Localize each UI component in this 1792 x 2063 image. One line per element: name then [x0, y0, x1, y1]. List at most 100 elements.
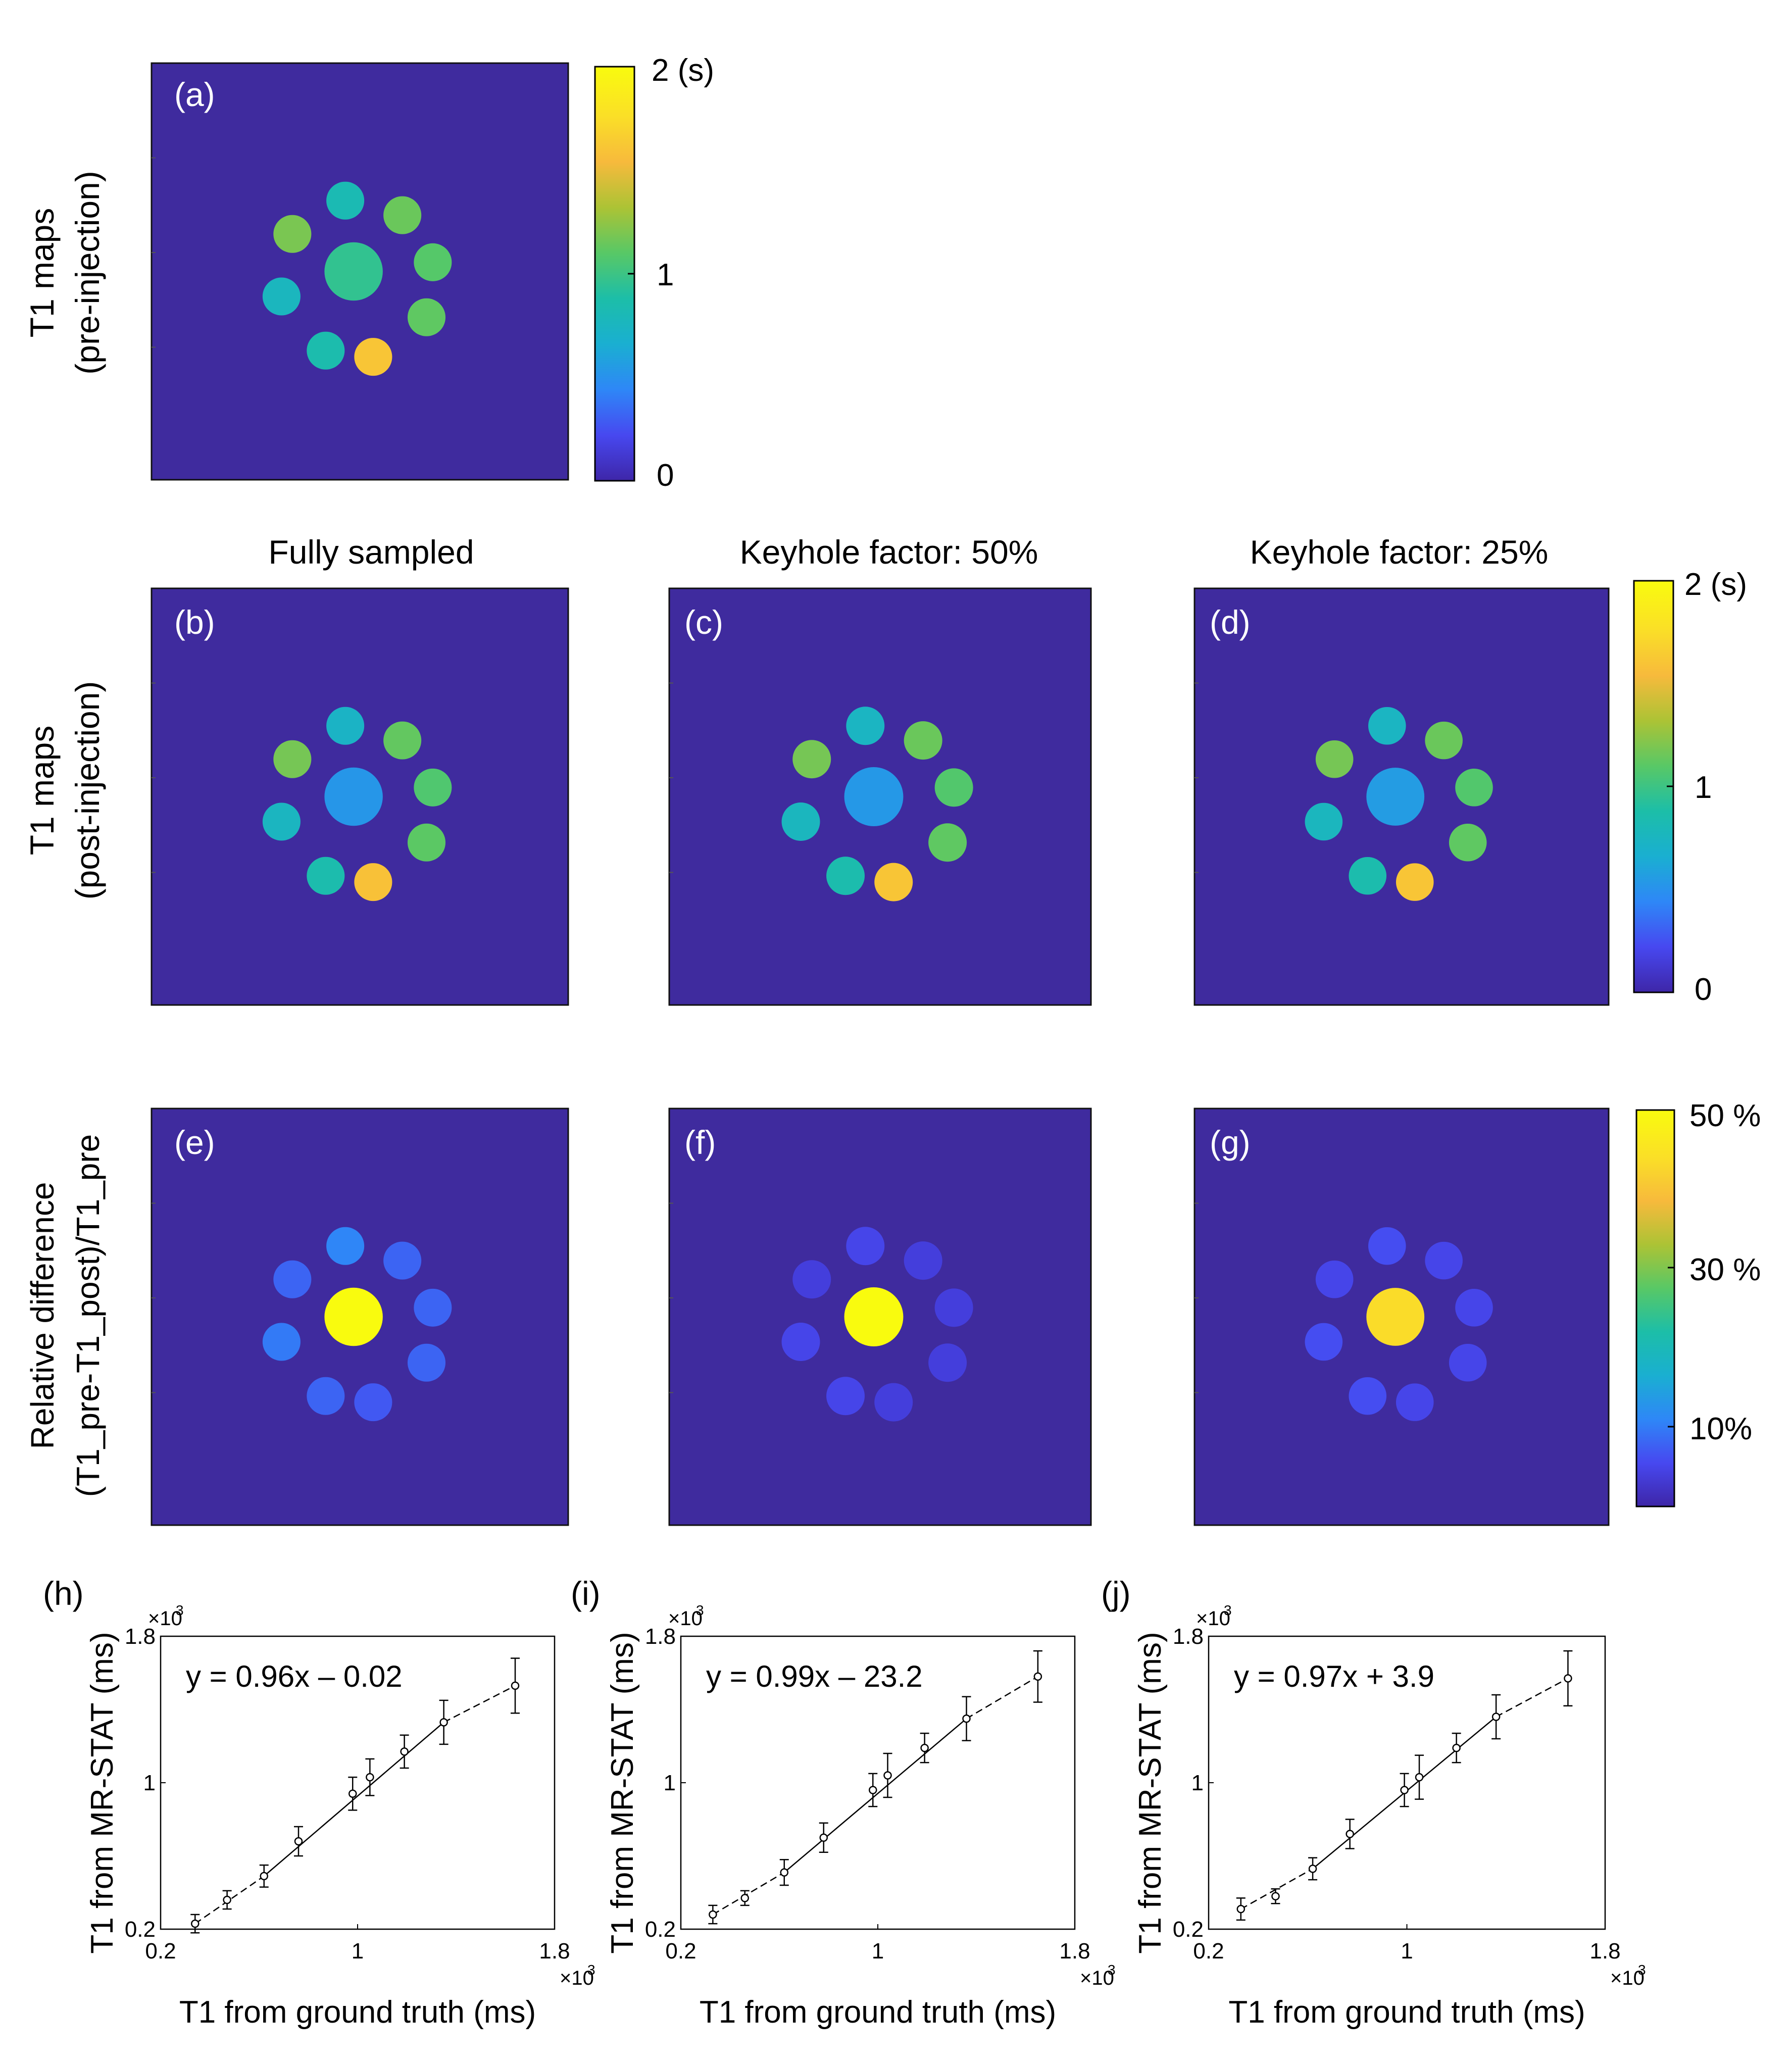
colorbar-t1-pre-bottom: 0	[657, 458, 674, 493]
map-a-vial	[262, 277, 301, 316]
map-c-vial	[781, 802, 820, 841]
plot-h-xlabel: T1 from ground truth (ms)	[179, 1995, 536, 2030]
t1-post-k50-map-panel	[668, 587, 1092, 1006]
plot-i-data-point	[1033, 1672, 1042, 1681]
plot-i-data-point	[920, 1743, 929, 1752]
map-g-center-vial	[1366, 1288, 1425, 1346]
plot-h-data-point	[400, 1747, 409, 1756]
plot-i-data-point	[869, 1786, 877, 1794]
plot-j-panel-label: (j)	[1101, 1575, 1131, 1612]
colorbar-t1-post-mid: 1	[1695, 770, 1712, 805]
map-b-vial	[273, 740, 312, 778]
plot-h-data-point	[223, 1895, 231, 1904]
map-a-vial	[407, 298, 446, 336]
map-b-vial	[383, 721, 422, 760]
map-d-vial	[1425, 721, 1463, 760]
map-g-vial	[1449, 1343, 1487, 1382]
map-c-vial	[928, 823, 967, 862]
map-c-vial	[792, 740, 831, 779]
plot-i-xtick-label: 1.8	[1059, 1939, 1090, 1964]
plot-h-data-point	[349, 1789, 357, 1798]
map-d-vial	[1449, 823, 1487, 862]
map-g-vial	[1396, 1383, 1434, 1421]
map-g-vial	[1315, 1260, 1354, 1298]
map-c-vial	[904, 721, 942, 760]
plot-h-ytick-label: 0.2	[125, 1917, 156, 1942]
map-e-vial	[383, 1241, 422, 1280]
plot-h-y-exponent: ×10	[148, 1607, 182, 1630]
map-b-vial	[307, 857, 345, 895]
plot-h-data-point	[366, 1773, 374, 1782]
plot-h-axes-box	[160, 1635, 556, 1930]
row-label-diff: Relative difference (T1_pre-T1_post)/T1_…	[24, 1134, 106, 1497]
column-title-fully: Fully sampled	[268, 533, 474, 571]
panel-label-c: (c)	[684, 603, 723, 641]
plot-i-xlabel: T1 from ground truth (ms)	[700, 1995, 1056, 2030]
plot-i-fit-line	[783, 1718, 967, 1873]
plot-i-ytick-label: 0.2	[645, 1917, 676, 1942]
map-f-vial	[792, 1260, 831, 1299]
column-title-k25: Keyhole factor: 25%	[1250, 533, 1549, 571]
map-b-center-vial	[324, 767, 383, 826]
colorbar-t1-post: 2 (s) 1 0	[1633, 567, 1747, 1007]
map-a-center-vial	[324, 242, 383, 301]
plot-j-data-point	[1564, 1674, 1572, 1683]
map-e-vial	[273, 1260, 312, 1298]
plot-j-equation: y = 0.97x + 3.9	[1234, 1659, 1434, 1693]
colorbar-t1-pre-top: 2 (s)	[652, 53, 714, 88]
row-label-post: T1 maps (post-injection)	[23, 681, 106, 900]
plot-i-data-point	[962, 1714, 971, 1723]
plot-h-x-exponent-power: 3	[587, 1962, 595, 1978]
plot-h-data-point	[191, 1919, 200, 1928]
plot-i-ylabel: T1 from MR-STAT (ms)	[605, 1632, 640, 1953]
plot-j-ytick-label: 1.8	[1173, 1624, 1204, 1649]
panel-label-f: (f)	[684, 1124, 716, 1161]
plot-j-data-point	[1491, 1713, 1501, 1721]
plot-j-ytick-label: 0.2	[1173, 1917, 1204, 1942]
map-f-vial	[904, 1241, 942, 1280]
plot-i-data-point	[780, 1868, 788, 1877]
map-g-vial	[1455, 1289, 1493, 1327]
plot-h-data-point	[260, 1872, 268, 1881]
map-e-vial	[262, 1323, 301, 1361]
map-b-vial	[326, 707, 365, 745]
plot-h-panel-label: (h)	[43, 1575, 84, 1612]
column-title-k50: Keyhole factor: 50%	[740, 533, 1038, 571]
map-g-vial	[1305, 1323, 1343, 1361]
plot-h-data-point	[511, 1681, 520, 1690]
map-d-vial	[1305, 802, 1343, 841]
map-e-vial	[407, 1343, 446, 1382]
colorbar-diff-mid: 30 %	[1689, 1252, 1761, 1287]
plot-h-fit-line-lower	[194, 1875, 265, 1925]
map-a-vial	[307, 331, 345, 370]
plot-i-data-point	[819, 1833, 828, 1842]
plot-j-ylabel: T1 from MR-STAT (ms)	[1133, 1632, 1168, 1953]
plot-i-ytick-label: 1	[664, 1771, 676, 1795]
plot-i-panel-label: (i)	[571, 1575, 601, 1612]
plot-i-data-point	[740, 1894, 749, 1902]
plot-i-axes-box	[680, 1635, 1076, 1930]
panel-label-a: (a)	[174, 76, 215, 113]
map-c-vial	[826, 857, 865, 895]
plot-h-y-exponent-power: 3	[176, 1602, 184, 1618]
map-a-vial	[414, 243, 452, 281]
row-label-pre-line2: (pre-injection)	[69, 171, 106, 374]
plot-j-fit-line-upper	[1496, 1678, 1568, 1718]
colorbar-diff: 50 % 30 % 10%	[1635, 1098, 1761, 1507]
plot-i-data-point	[883, 1771, 892, 1780]
map-b-vial	[414, 768, 452, 807]
row-label-post-line1: T1 maps	[23, 726, 61, 856]
plot-j-y-exponent-power: 3	[1224, 1602, 1232, 1618]
map-b-vial	[407, 823, 446, 862]
plot-j-y-exponent: ×10	[1196, 1607, 1230, 1630]
map-e-vial	[326, 1227, 365, 1265]
map-g-vial	[1425, 1241, 1463, 1280]
map-d-vial	[1368, 707, 1406, 745]
plot-j-xtick-label: 1.8	[1589, 1939, 1620, 1964]
plot-j-data-point	[1308, 1865, 1317, 1873]
plot-j-xtick-label: 0.2	[1193, 1939, 1224, 1964]
plot-h-fit-line-upper	[443, 1685, 516, 1723]
plot-h-data-point	[439, 1718, 448, 1727]
map-d-center-vial	[1366, 768, 1425, 826]
